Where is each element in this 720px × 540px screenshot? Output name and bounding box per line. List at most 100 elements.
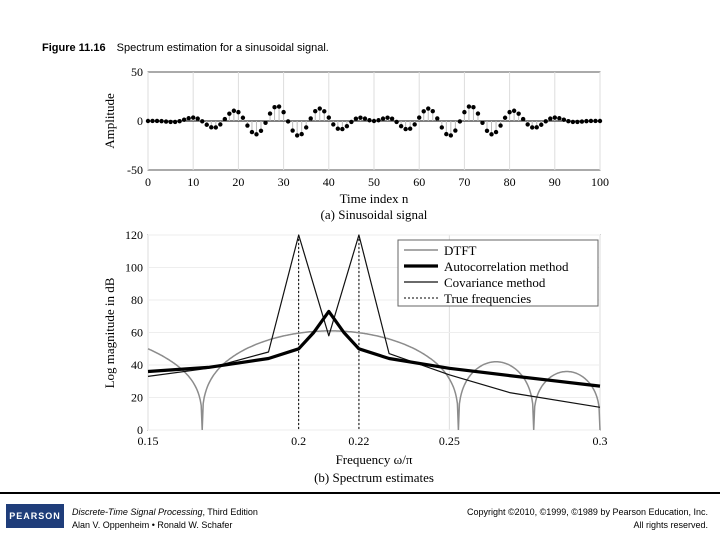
- panel-a-stem-marker: [380, 116, 386, 121]
- panel-a-stem-marker: [376, 118, 381, 123]
- panel-a-stem-marker: [353, 116, 359, 121]
- panel-a-stem-marker: [520, 116, 526, 122]
- panel-a-stem-marker: [245, 123, 250, 128]
- panel-a-xlabel: Time index n: [340, 191, 409, 206]
- panel-a-stem-marker: [290, 128, 295, 133]
- panel-a-xtick-label: 40: [323, 175, 335, 189]
- footer-rule: [0, 492, 720, 494]
- panel-b-ytick-label: 0: [137, 423, 143, 437]
- panel-a-stem-marker: [493, 129, 499, 135]
- panel-a-stem-marker: [267, 111, 273, 116]
- panel-b-xtick-label: 0.15: [138, 434, 159, 448]
- panel-a-stem-marker: [177, 118, 182, 124]
- book-edition: , Third Edition: [202, 507, 258, 517]
- panel-a-stem-marker: [236, 109, 241, 115]
- panel-a-stem-marker: [548, 116, 553, 121]
- panel-a-stem-marker: [511, 108, 517, 113]
- panel-a-stem-marker: [471, 105, 476, 110]
- panel-a-stem-marker: [349, 119, 354, 125]
- panel-a-stem-marker: [570, 119, 576, 125]
- panel-a-stem-marker: [276, 104, 282, 109]
- panel-a-stem-marker: [439, 125, 444, 130]
- panel-b-ytick-label: 80: [131, 293, 143, 307]
- panel-a-stem-marker: [385, 115, 390, 120]
- panel-a-stem-marker: [358, 115, 363, 120]
- panel-b-spectrum-estimates: 0.15 0.2 0.22 0.25 0.3 0 20 40 60 80 100 120 DTFTAu…: [102, 228, 608, 485]
- panel-a-stem-marker: [272, 105, 277, 110]
- panel-a-stem-marker: [466, 104, 472, 109]
- panel-a-stem-marker: [186, 116, 191, 121]
- panel-a-stem-marker: [552, 115, 557, 120]
- legend-label: Covariance method: [444, 275, 546, 290]
- panel-a-stem-marker: [507, 109, 512, 115]
- panel-b-ytick-label: 60: [131, 326, 143, 340]
- panel-a-stem-marker: [209, 125, 214, 130]
- panel-a-stem-marker: [154, 118, 160, 124]
- panel-a-stem-marker: [489, 132, 494, 137]
- panel-a-stem-marker: [222, 116, 228, 122]
- panel-a-stem-marker: [227, 111, 232, 116]
- panel-a-stem-marker: [163, 119, 169, 124]
- panel-a-stem-marker: [475, 111, 481, 116]
- panel-a-stem-marker: [539, 122, 544, 127]
- panel-b-title: (b) Spectrum estimates: [314, 470, 434, 485]
- panel-a-stem-marker: [525, 122, 530, 127]
- panel-a-stem-marker: [331, 122, 336, 127]
- panel-a-stems: [145, 104, 603, 138]
- panel-a-stem-marker: [394, 119, 399, 125]
- panel-a-stem-marker: [204, 122, 209, 127]
- panel-a-xtick-label: 30: [278, 175, 290, 189]
- panel-a-stem-marker: [335, 126, 341, 131]
- rights-line: All rights reserved.: [633, 520, 708, 530]
- book-title: Discrete-Time Signal Processing: [72, 507, 203, 517]
- panel-a-stem-marker: [258, 128, 264, 133]
- panel-a-stem-marker: [195, 116, 200, 121]
- panel-a-stem-marker: [168, 119, 173, 125]
- panel-a-stem-marker: [218, 122, 223, 127]
- panel-a-xtick-label: 10: [187, 175, 199, 189]
- panel-a-xtick-label: 80: [504, 175, 516, 189]
- panel-b-xtick-label: 0.22: [348, 434, 369, 448]
- panel-a-stem-marker: [579, 119, 585, 124]
- panel-b-xtick-label: 0.3: [593, 434, 608, 448]
- panel-b-curves: [147, 234, 601, 431]
- panel-a-stem-marker: [453, 128, 458, 133]
- panel-a-stem-marker: [249, 129, 255, 135]
- panel-b-ytick-label: 20: [131, 391, 143, 405]
- panel-a-stem-marker: [254, 132, 259, 137]
- panel-a-stem-marker: [498, 123, 503, 128]
- panel-a-stem-marker: [543, 119, 548, 124]
- panel-b-ticks: 0.15 0.2 0.22 0.25 0.3 0 20 40 60 80 100 120: [125, 228, 608, 448]
- panel-a-xtick-label: 50: [368, 175, 380, 189]
- panel-a-stem-marker: [448, 133, 454, 138]
- panel-a-stem-marker: [150, 118, 155, 124]
- footer-copyright: Copyright ©2010, ©1999, ©1989 by Pearson…: [467, 506, 708, 532]
- panel-a-stem-marker: [281, 109, 286, 115]
- panel-a-stem-marker: [457, 119, 463, 124]
- panel-a-stem-marker: [367, 118, 372, 123]
- panel-a-stem-marker: [566, 118, 571, 124]
- panel-a-stem-marker: [389, 116, 395, 121]
- panel-a-stem-marker: [313, 108, 318, 114]
- copyright-line: Copyright ©2010, ©1999, ©1989 by Pearson…: [466, 507, 708, 517]
- panel-a-stem-marker: [480, 120, 485, 125]
- panel-a-stem-marker: [159, 118, 164, 124]
- panel-a-stem-marker: [285, 119, 291, 124]
- panel-a-stem-marker: [200, 119, 205, 124]
- panel-a-stem-marker: [421, 109, 426, 114]
- panel-a-ylabel: Amplitude: [102, 93, 117, 149]
- panel-a-stem-marker: [344, 123, 350, 129]
- figure-caption: Figure 11.16 Spectrum estimation for a s…: [42, 42, 329, 54]
- panel-a-stem-marker: [426, 106, 431, 111]
- panel-a-stem-marker: [371, 118, 377, 124]
- panel-a-stem-marker: [322, 109, 327, 114]
- figure-number: Figure 11.16: [42, 42, 106, 54]
- panel-a-xtick-label: 20: [232, 175, 244, 189]
- legend-label: Autocorrelation method: [444, 259, 569, 274]
- panel-b-xtick-label: 0.2: [291, 434, 306, 448]
- footer-book-info: Discrete-Time Signal Processing, Third E…: [72, 506, 258, 532]
- legend-box: [397, 239, 599, 307]
- panel-a-stem-marker: [444, 131, 449, 137]
- panel-a-stem-marker: [304, 125, 309, 130]
